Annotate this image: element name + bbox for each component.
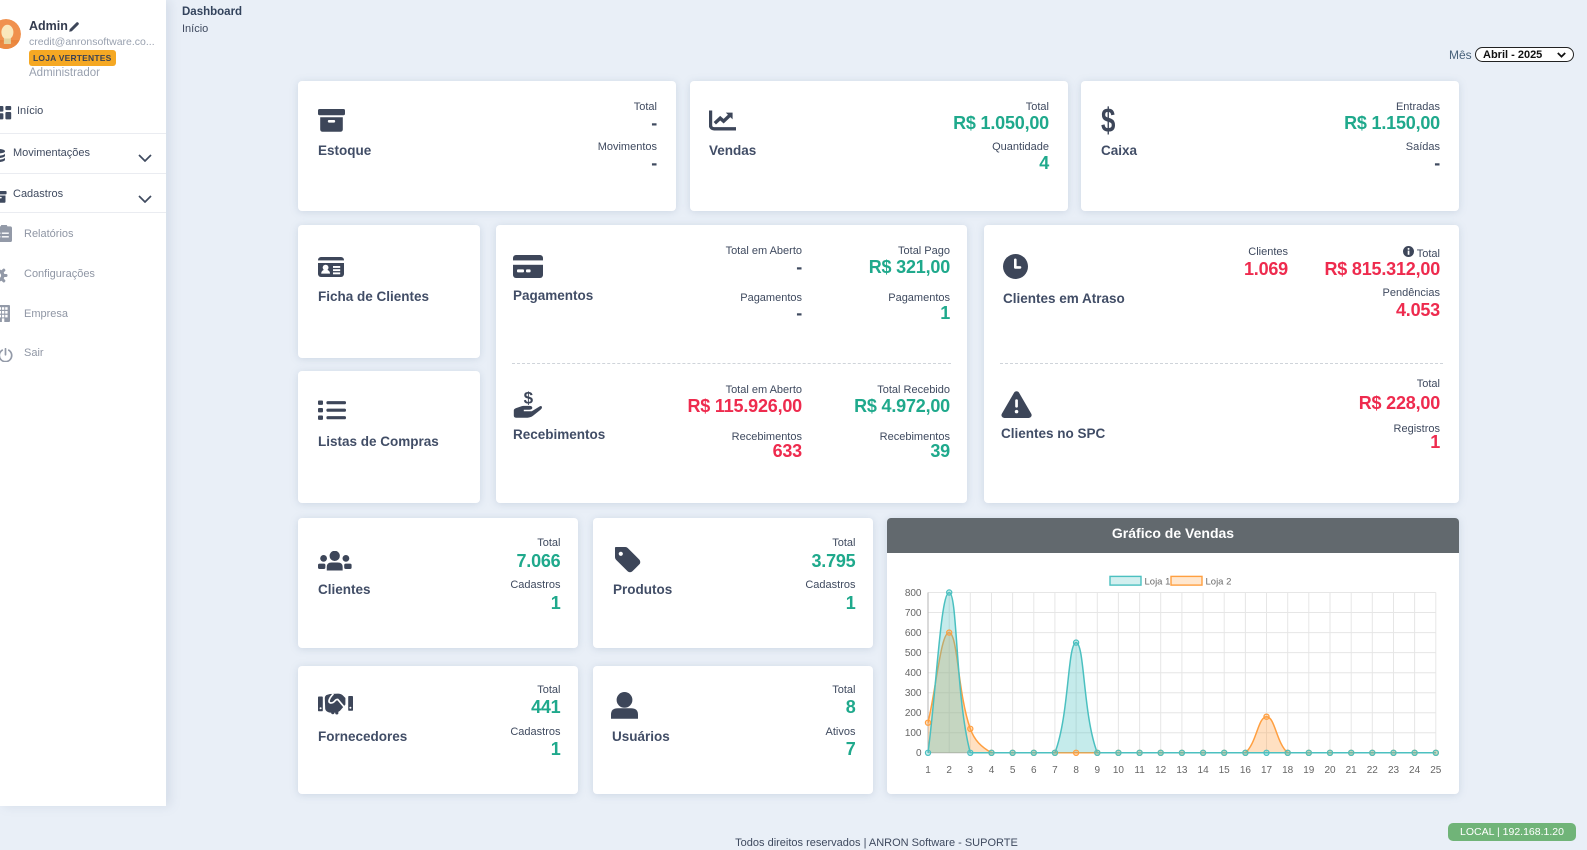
svg-text:5: 5	[1010, 765, 1016, 776]
svg-text:3: 3	[968, 765, 974, 776]
svg-text:10: 10	[1113, 765, 1125, 776]
svg-text:21: 21	[1346, 765, 1358, 776]
svg-text:8: 8	[1073, 765, 1079, 776]
svg-text:700: 700	[905, 608, 922, 619]
svg-text:6: 6	[1031, 765, 1037, 776]
svg-text:200: 200	[905, 708, 922, 719]
svg-text:16: 16	[1240, 765, 1252, 776]
svg-text:25: 25	[1430, 765, 1442, 776]
svg-text:15: 15	[1219, 765, 1231, 776]
svg-text:7: 7	[1052, 765, 1058, 776]
svg-text:600: 600	[905, 628, 922, 639]
svg-text:500: 500	[905, 648, 922, 659]
svg-text:19: 19	[1303, 765, 1315, 776]
svg-text:14: 14	[1198, 765, 1210, 776]
svg-text:9: 9	[1095, 765, 1101, 776]
svg-text:1: 1	[925, 765, 931, 776]
svg-text:23: 23	[1388, 765, 1400, 776]
svg-text:4: 4	[989, 765, 995, 776]
svg-text:800: 800	[905, 588, 922, 599]
svg-text:2: 2	[946, 765, 952, 776]
svg-text:17: 17	[1261, 765, 1273, 776]
svg-text:22: 22	[1367, 765, 1379, 776]
svg-text:300: 300	[905, 688, 922, 699]
svg-text:13: 13	[1176, 765, 1188, 776]
svg-text:11: 11	[1134, 765, 1145, 776]
svg-text:Loja 2: Loja 2	[1206, 576, 1232, 587]
svg-text:Loja 1: Loja 1	[1145, 576, 1171, 587]
svg-text:18: 18	[1282, 765, 1294, 776]
svg-text:24: 24	[1409, 765, 1421, 776]
svg-text:$: $	[524, 390, 534, 408]
svg-text:400: 400	[905, 668, 922, 679]
svg-text:12: 12	[1155, 765, 1167, 776]
svg-text:20: 20	[1324, 765, 1336, 776]
svg-text:0: 0	[916, 748, 922, 759]
svg-text:100: 100	[905, 728, 922, 739]
